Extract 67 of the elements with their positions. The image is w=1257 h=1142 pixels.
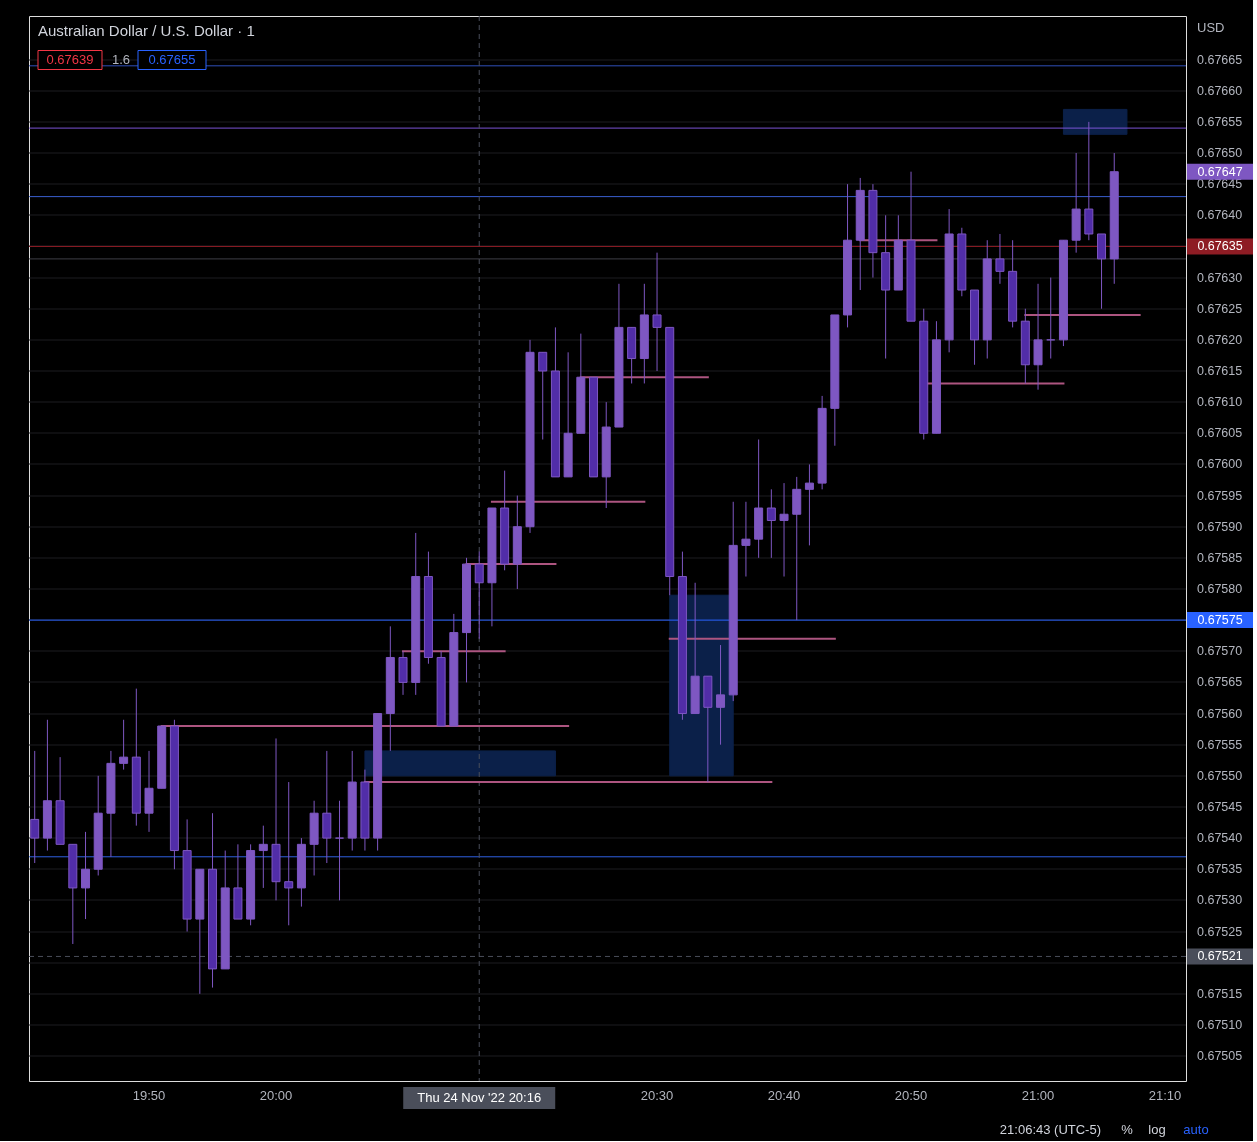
x-tick-label: 20:50 <box>894 1088 928 1103</box>
candlestick <box>258 825 268 889</box>
x-tick-label: 20:30 <box>640 1088 674 1103</box>
y-tick-label: 0.67585 <box>1197 550 1243 565</box>
x-tick-label: 19:50 <box>132 1088 166 1103</box>
text: USD <box>1197 20 1225 35</box>
y-tick-label: 0.67540 <box>1197 831 1243 846</box>
y-tick-label: 0.67530 <box>1197 893 1243 908</box>
candlestick <box>741 501 751 578</box>
x-tick-label: 21:10 <box>1148 1088 1182 1103</box>
candlestick <box>995 233 1005 285</box>
y-tick-label: 0.67605 <box>1197 426 1243 441</box>
candlestick <box>284 781 294 926</box>
y-tick-label: 0.67620 <box>1197 332 1243 347</box>
candlestick <box>335 800 345 901</box>
y-tick-label: 0.67615 <box>1197 364 1243 378</box>
text: auto <box>1183 1122 1209 1137</box>
candlestick <box>119 719 129 771</box>
candlestick <box>766 488 776 559</box>
y-tick-label: 0.67570 <box>1197 644 1243 659</box>
ref-line-label: 0.67635 <box>1197 239 1243 254</box>
text: 21:06:43 (UTC-5) <box>999 1122 1101 1137</box>
candlestick <box>779 482 789 578</box>
x-tick-label: 21:00 <box>1021 1088 1055 1103</box>
ref-line-label: 0.67575 <box>1197 613 1243 628</box>
text: % <box>1121 1122 1134 1137</box>
annotation: 1.6 <box>111 52 131 67</box>
candlestick <box>652 252 662 372</box>
y-tick-label: 0.67510 <box>1197 1017 1243 1032</box>
y-tick-label: 0.67505 <box>1197 1049 1243 1064</box>
y-tick-label: 0.67515 <box>1197 986 1243 1001</box>
candlestick <box>1046 277 1056 360</box>
annotation: 0.67639 <box>46 52 94 67</box>
ref-line-label: Thu 24 Nov '22 20:16 <box>417 1090 542 1105</box>
y-tick-label: 0.67640 <box>1197 208 1243 223</box>
x-tick-label: 20:40 <box>767 1088 801 1103</box>
y-tick-label: 0.67555 <box>1197 737 1243 752</box>
y-tick-label: 0.67560 <box>1197 706 1243 721</box>
text: 0.67647 <box>1197 164 1243 179</box>
y-tick-label: 0.67525 <box>1197 924 1243 939</box>
candlestick <box>81 831 91 920</box>
y-tick-label: 0.67645 <box>1197 177 1243 192</box>
candlestick <box>30 750 40 864</box>
y-tick-label: 0.67625 <box>1197 301 1243 316</box>
text: log <box>1148 1122 1166 1137</box>
annotation: 0.67655 <box>148 52 196 67</box>
y-tick-label: 0.67600 <box>1197 457 1243 472</box>
ref-line-label: 0.67521 <box>1197 949 1243 964</box>
candlestick <box>538 351 548 441</box>
y-tick-label: 0.67655 <box>1197 114 1243 129</box>
y-tick-label: 0.67535 <box>1197 862 1243 877</box>
y-tick-label: 0.67595 <box>1197 488 1243 503</box>
y-tick-label: 0.67660 <box>1197 83 1243 98</box>
y-tick-label: 0.67565 <box>1197 675 1243 690</box>
y-tick-label: 0.67550 <box>1197 768 1243 783</box>
candlestick <box>716 644 726 746</box>
y-tick-label: 0.67580 <box>1197 581 1243 596</box>
x-tick-label: 20:00 <box>259 1088 293 1103</box>
candlestick <box>474 551 484 640</box>
chart-title: Australian Dollar / U.S. Dollar · 1 <box>38 22 255 39</box>
candlestick <box>804 463 814 546</box>
y-tick-label: 0.67545 <box>1197 799 1243 814</box>
y-tick-label: 0.67665 <box>1197 52 1243 67</box>
y-tick-label: 0.67590 <box>1197 519 1243 534</box>
y-tick-label: 0.67650 <box>1197 146 1243 161</box>
y-tick-label: 0.67630 <box>1197 270 1243 285</box>
y-tick-label: 0.67610 <box>1197 395 1243 410</box>
